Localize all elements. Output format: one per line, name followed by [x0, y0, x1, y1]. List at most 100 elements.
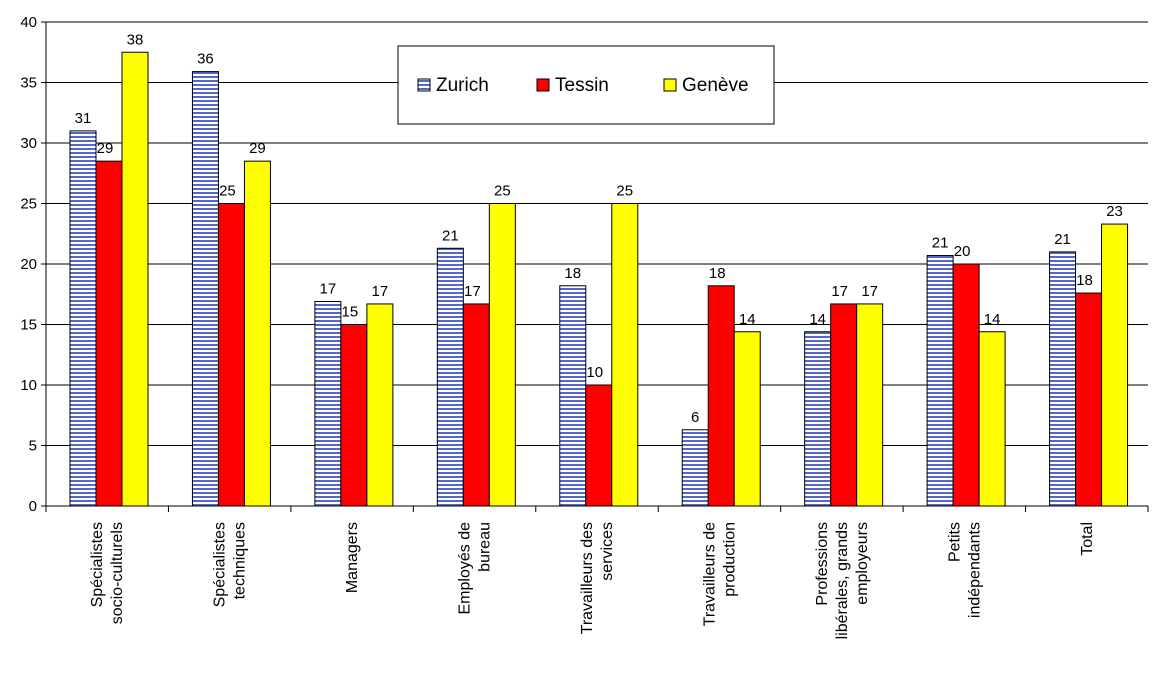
bar-zurich-1 [191, 71, 219, 507]
category-label-line: employeurs [854, 522, 871, 605]
category-label: Travailleurs des services [579, 522, 616, 634]
data-label: 25 [494, 183, 511, 200]
data-label: 17 [372, 283, 389, 300]
legend-label: Zurich [436, 75, 489, 96]
data-label: 17 [831, 283, 848, 300]
y-tick-label: 20 [20, 256, 37, 273]
bar-zurich-7 [926, 255, 954, 507]
bar-tessin-7 [952, 263, 980, 507]
y-tick-label: 0 [29, 498, 37, 515]
data-label: 14 [984, 311, 1001, 328]
y-tick-label: 35 [20, 75, 37, 92]
category-labels: Spécialistes socio-culturels Spécialistes t… [89, 522, 1096, 640]
category-label-line: Total [1079, 522, 1096, 556]
bar-zurich-0 [69, 130, 97, 507]
category-label: Total [1079, 522, 1096, 556]
data-label: 17 [320, 281, 337, 298]
category-label-line: Professions [814, 522, 831, 606]
data-label: 36 [197, 51, 214, 68]
data-label: 21 [442, 227, 459, 244]
category-label-line: socio-culturels [109, 522, 126, 624]
legend-box [397, 45, 775, 125]
category-label-line: services [599, 522, 616, 581]
y-tick-label: 10 [20, 377, 37, 394]
category-label-line: techniques [232, 522, 249, 599]
bar-genve-0 [121, 51, 149, 507]
bar-genve-7 [978, 331, 1006, 507]
legend-swatch [663, 78, 677, 92]
bar-zurich-4 [559, 285, 587, 507]
category-label-line: production [721, 522, 738, 597]
y-tick-label: 40 [20, 14, 37, 31]
category-label: Petits indépendants [946, 522, 983, 618]
y-tick-label: 25 [20, 196, 37, 213]
bar-zurich-5 [681, 429, 709, 507]
data-label: 18 [709, 265, 726, 282]
legend-label: Genève [682, 75, 749, 96]
category-label-line: Travailleurs de [701, 522, 718, 626]
bar-tessin-5 [707, 285, 735, 507]
bar-genve-1 [243, 160, 271, 507]
data-label: 29 [97, 140, 114, 157]
bar-tessin-6 [830, 303, 858, 507]
category-label-line: Travailleurs des [579, 522, 596, 634]
data-label: 29 [249, 140, 266, 157]
data-label: 38 [127, 31, 144, 48]
bar-genve-6 [856, 303, 884, 507]
category-label-line: bureau [477, 522, 494, 572]
bar-genve-2 [366, 303, 394, 507]
data-label: 25 [219, 183, 236, 200]
bar-tessin-8 [1075, 292, 1103, 507]
data-labels: 31 36 17 21 18 6 14 21 21 29 25 15 17 10 18 17 20 18 38 29 1… [75, 31, 1123, 426]
bars [69, 51, 1129, 507]
data-label: 23 [1106, 203, 1123, 220]
bar-genve-4 [611, 203, 639, 507]
legend-label: Tessin [555, 75, 609, 96]
data-label: 20 [954, 243, 971, 260]
y-tick-label: 15 [20, 317, 37, 334]
data-label: 6 [691, 409, 699, 426]
category-label: Spécialistes socio-culturels [89, 522, 126, 624]
axes: 0 5 10 15 20 25 30 35 40 [20, 14, 1149, 515]
category-label-line: Managers [344, 522, 361, 593]
bar-tessin-4 [585, 384, 613, 507]
data-label: 25 [616, 183, 633, 200]
category-label: Employés de bureau [457, 522, 494, 615]
category-label-line: indépendants [966, 522, 983, 618]
data-label: 31 [75, 110, 92, 127]
bar-tessin-2 [340, 324, 368, 507]
category-label-line: Spécialistes [212, 522, 229, 607]
y-tick-label: 5 [29, 438, 37, 455]
data-label: 21 [1054, 231, 1071, 248]
bar-zurich-3 [436, 247, 464, 507]
bar-tessin-1 [217, 203, 245, 507]
legend-swatch [536, 78, 550, 92]
data-label: 17 [861, 283, 878, 300]
bar-genve-5 [733, 331, 761, 507]
bar-zurich-8 [1049, 251, 1077, 507]
category-label: Travailleurs de production [701, 522, 738, 626]
data-label: 18 [564, 265, 581, 282]
data-label: 14 [809, 311, 826, 328]
category-label: Spécialistes techniques [212, 522, 249, 607]
bar-tessin-3 [462, 303, 490, 507]
bar-genve-3 [488, 203, 516, 507]
data-label: 21 [932, 235, 949, 252]
data-label: 14 [739, 311, 756, 328]
data-label: 10 [586, 364, 603, 381]
bar-genve-8 [1101, 223, 1129, 507]
legend: Zurich Tessin Genève [397, 45, 775, 125]
data-label: 18 [1076, 272, 1093, 289]
y-tick-label: 30 [20, 135, 37, 152]
category-label-line: Spécialistes [89, 522, 106, 607]
bar-tessin-0 [95, 160, 123, 507]
category-label: Managers [344, 522, 361, 593]
legend-swatch [417, 78, 431, 92]
category-label-line: libérales, grands [834, 522, 851, 639]
bar-zurich-2 [314, 301, 342, 507]
category-label-line: Petits [946, 522, 963, 562]
data-label: 17 [464, 283, 481, 300]
category-label-line: Employés de [457, 522, 474, 615]
bar-zurich-6 [804, 331, 832, 507]
